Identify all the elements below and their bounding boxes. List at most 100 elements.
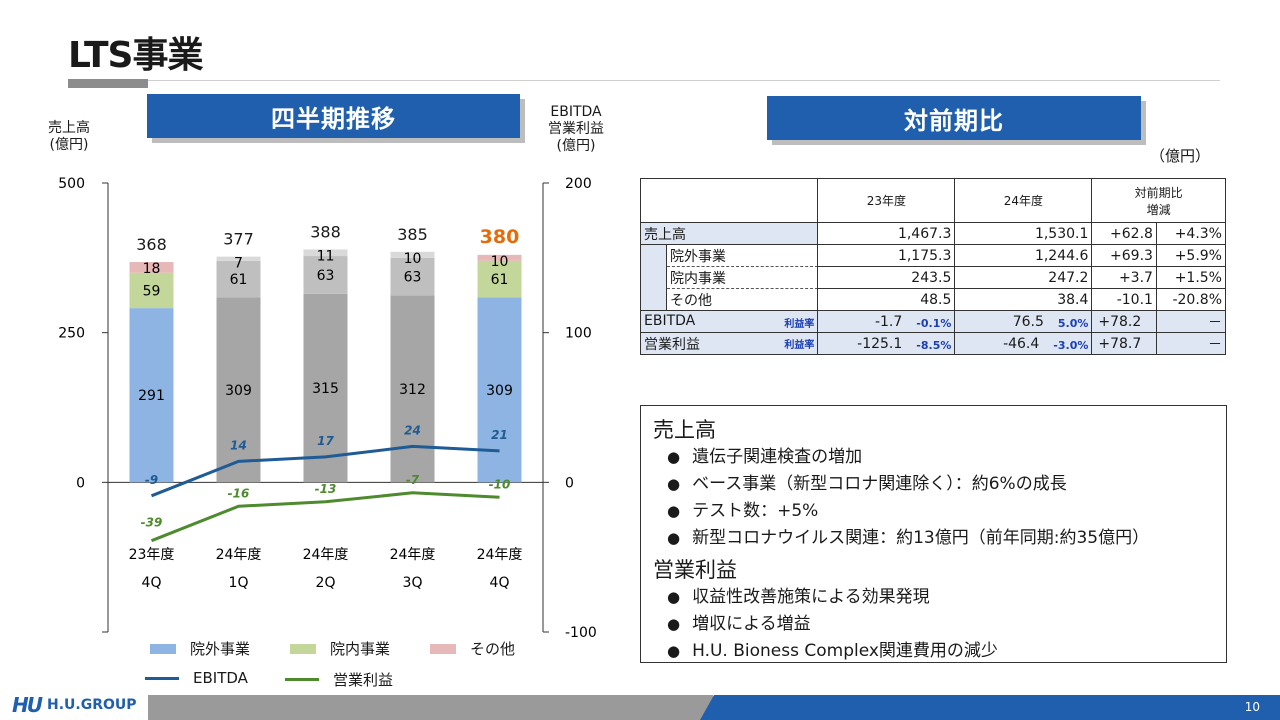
bar-total-label: 388 — [310, 222, 341, 241]
legend-swatch-inpatient — [290, 643, 316, 654]
slide-title: LTS事業 — [68, 35, 203, 76]
cell-inpatient-pct: +1.5% — [1155, 266, 1227, 289]
title-accent-bar — [68, 79, 148, 88]
left-axis-caption: 売上高 (億円) — [48, 120, 90, 154]
line-point-label: 24 — [404, 423, 421, 437]
left-tick-label: 0 — [76, 475, 85, 491]
line-point-label: 14 — [230, 438, 247, 452]
bar-segment — [477, 254, 522, 261]
legend-label-inpatient: 院内事業 — [330, 640, 391, 658]
line-point-label: -39 — [141, 516, 163, 530]
x-tick-label-year: 23年度 — [129, 547, 175, 563]
row-label-ebitda: EBITDA 利益率 — [639, 310, 819, 333]
note-item: テスト数：+5% — [667, 498, 1214, 525]
notes-heading-sales: 売上高 — [653, 418, 716, 442]
left-tick-label: 250 — [58, 326, 85, 342]
left-tick-label: 500 — [58, 176, 85, 192]
row-label-other: その他 — [665, 288, 819, 311]
cell-op-pct: － — [1155, 332, 1227, 355]
cell-other-pct: -20.8% — [1155, 288, 1227, 311]
x-tick-label-quarter: 4Q — [490, 575, 510, 591]
cell-sales-fy24: 1,530.1 — [954, 222, 1093, 245]
note-item: 収益性改善施策による効果発現 — [667, 584, 1214, 611]
bar-value-label: 59 — [143, 283, 161, 299]
bar-value-label: 11 — [317, 248, 335, 264]
note-item: H.U. Bioness Complex関連費用の減少 — [667, 638, 1214, 665]
line-point-label: -13 — [315, 482, 337, 496]
row-label-sales: 売上高 — [639, 222, 819, 245]
bar-segment — [216, 260, 261, 298]
line-point-label: 21 — [491, 428, 508, 442]
page-number: 10 — [1244, 700, 1260, 714]
bar-segment — [390, 251, 435, 258]
x-tick-label-year: 24年度 — [216, 547, 262, 563]
x-tick-label-quarter: 3Q — [403, 575, 423, 591]
bar-segment — [216, 297, 261, 483]
notes-list-sales: 遺伝子関連検査の増加 ベース事業（新型コロナ関連除く）：約6%の成長 テスト数：… — [667, 444, 1214, 552]
right-axis-caption: EBITDA 営業利益 (億円) — [548, 104, 604, 155]
commentary-box: 売上高 遺伝子関連検査の増加 ベース事業（新型コロナ関連除く）：約6%の成長 テ… — [640, 405, 1227, 663]
cell-other-fy23: 48.5 — [817, 288, 956, 311]
legend-swatch-outpatient — [150, 643, 176, 654]
cell-op-fy23: -8.5% -125.1 — [817, 332, 956, 355]
legend-line-operating-profit — [285, 678, 319, 681]
table-header-blank — [639, 178, 819, 223]
cell-inpatient-diff: +3.7 — [1091, 266, 1157, 289]
cell-outpatient-diff: +69.3 — [1091, 244, 1157, 267]
table-header-row: 23年度 24年度 対前期比 増減 — [639, 178, 1226, 223]
bar-segment — [390, 295, 435, 483]
line-point-label: -7 — [406, 473, 420, 487]
left-axis-caption-text: 売上高 (億円) — [48, 120, 90, 153]
notes-list-profit: 収益性改善施策による効果発現 増収による増益 H.U. Bioness Comp… — [667, 584, 1214, 665]
note-item: 新型コロナウイルス関連：約13億円（前年同期:約35億円） — [667, 525, 1214, 552]
table-row-inpatient: 院内事業 243.5 247.2 +3.7 +1.5% — [641, 266, 1227, 289]
bar-value-label: 61 — [491, 272, 509, 288]
row-label-operating-profit: 営業利益 利益率 — [639, 332, 819, 355]
footer-gray-band — [148, 695, 713, 720]
x-tick-label-year: 24年度 — [390, 547, 436, 563]
bar-value-label: 63 — [317, 268, 335, 284]
row-label-inpatient: 院内事業 — [665, 266, 819, 289]
bar-total-label: 377 — [223, 230, 254, 249]
bar-value-label: 7 — [234, 256, 243, 272]
bar-segment — [129, 272, 174, 309]
right-tick-label: 100 — [565, 326, 592, 342]
table-header-fy24: 24年度 — [954, 178, 1093, 223]
title-divider — [148, 80, 1220, 81]
line-series-ebitda — [150, 444, 500, 498]
x-tick-label-quarter: 2Q — [316, 575, 336, 591]
cell-sales-fy23: 1,467.3 — [817, 222, 956, 245]
bar-value-label: 309 — [225, 383, 252, 399]
bar-segment — [303, 256, 348, 294]
right-tick-label: -100 — [565, 625, 597, 641]
note-item: 増収による増益 — [667, 611, 1214, 638]
x-tick-label-quarter: 4Q — [142, 575, 162, 591]
cell-ebitda-pct: － — [1155, 310, 1227, 333]
bar-value-label: 312 — [399, 382, 426, 398]
cell-ebitda-diff: +78.2 — [1091, 310, 1157, 333]
bar-total-label: 380 — [480, 226, 520, 248]
bar-segment — [477, 260, 522, 298]
legend-swatch-other — [430, 643, 456, 654]
cell-ebitda-fy23: -0.1% -1.7 — [817, 310, 956, 333]
bar-value-label: 291 — [138, 388, 165, 404]
line-point-label: 17 — [317, 434, 334, 448]
quarterly-chart: 50025002001000-100291591836823年度4Q309617… — [58, 176, 597, 641]
bar-segment — [303, 249, 348, 257]
bar-value-label: 63 — [404, 270, 422, 286]
unit-label: （億円） — [1150, 147, 1211, 165]
bar-value-label: 18 — [143, 261, 161, 277]
x-tick-label-quarter: 1Q — [229, 575, 249, 591]
note-item: ベース事業（新型コロナ関連除く）：約6%の成長 — [667, 471, 1214, 498]
table-header-fy23: 23年度 — [817, 178, 956, 223]
legend-inpatient: 院内事業 — [290, 638, 390, 659]
cell-op-diff: +78.7 — [1091, 332, 1157, 355]
x-tick-label-year: 24年度 — [303, 547, 349, 563]
right-tick-label: 0 — [565, 475, 574, 491]
cell-sales-pct: +4.3% — [1155, 222, 1227, 245]
legend-label-ebitda: EBITDA — [193, 669, 248, 687]
line-point-label: -16 — [228, 486, 250, 500]
line-point-label: -9 — [145, 473, 158, 487]
bar-value-label: 315 — [312, 381, 339, 397]
cell-op-fy24: -3.0% -46.4 — [954, 332, 1093, 355]
